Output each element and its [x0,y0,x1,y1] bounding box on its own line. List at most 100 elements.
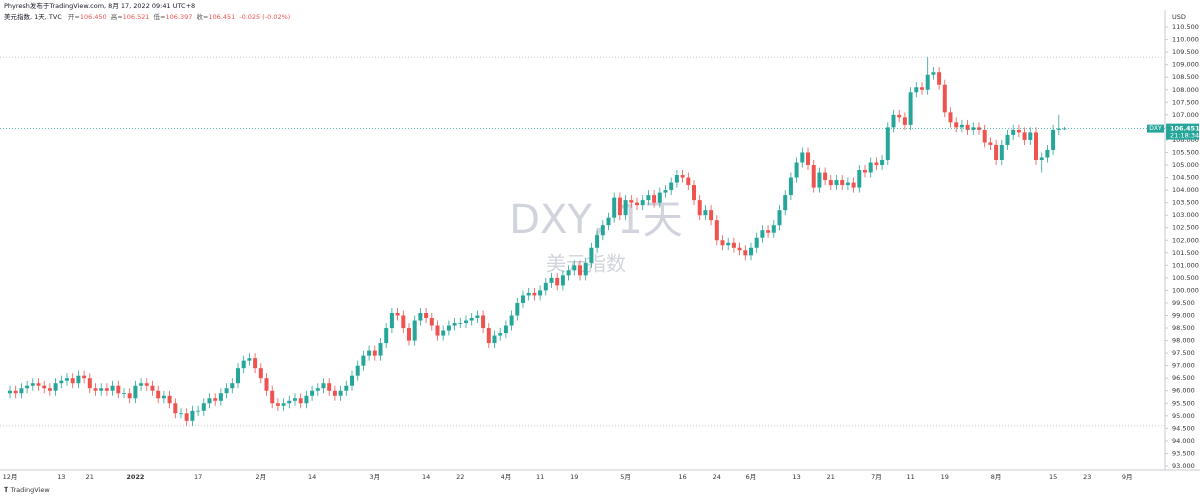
candle-body [908,92,913,125]
candle-body [150,385,155,391]
candle-body [692,185,696,201]
candle-body [942,84,947,113]
candle-body [1028,132,1033,140]
candle [190,405,195,426]
candle [959,119,964,133]
candle [1011,124,1016,140]
candle [196,405,201,416]
candle-body [766,230,771,233]
candle-body [401,315,406,329]
y-tick-label: 106.000 [1172,136,1199,144]
candle [338,385,343,401]
candle-body [709,210,714,221]
candle [372,345,377,361]
candle-body [1045,149,1050,158]
candle-body [224,388,229,394]
candle-body [572,265,577,271]
candle [937,67,942,90]
candle [458,318,463,329]
candle-body [384,328,389,344]
candle [509,310,514,331]
candle [885,122,890,166]
candle-body [954,122,959,128]
candle [1034,127,1038,166]
candle-body [429,318,434,326]
candle [47,383,52,396]
candle-body [321,383,326,389]
y-tick-label: 110.500 [1172,23,1199,31]
candle [1016,124,1021,138]
candle-body [452,323,457,326]
candle [720,235,725,251]
symbol-tag: DXY [1149,125,1162,132]
symbol-line: 美元指数, 1天, TVC 开=106.450 高=106.521 低=106.397… [4,12,290,21]
ohlc-value: 106.450 [80,13,107,21]
candle-body [914,87,919,93]
candle [965,119,970,135]
candle [469,312,474,326]
candle-body [811,165,816,188]
candle-body [726,242,731,246]
candle [954,117,959,133]
candle-body [1039,157,1044,160]
candle [771,220,776,238]
candle [686,172,691,191]
candle-body [76,375,81,384]
candle-body [247,358,252,361]
x-tick-label: 6月 [746,473,757,481]
candle-body [122,393,126,395]
candle [139,378,144,391]
candle [384,323,389,349]
candle-body [424,312,429,319]
candle-body [8,390,12,394]
candle [897,109,902,123]
candle [1022,127,1027,145]
candle [908,87,913,130]
candle [464,315,468,329]
y-tick-label: 97.000 [1172,362,1195,370]
candle [429,312,434,331]
candle [367,345,372,361]
candle [942,79,947,118]
ohlc-label: 开= [68,13,80,21]
y-tick-label: 105.500 [1172,148,1199,156]
candle [538,285,543,301]
candle-body [606,217,611,226]
candle [13,385,18,399]
candle-body [885,127,890,160]
candle-body [47,388,52,391]
candle-body [19,388,24,394]
candle-body [1056,128,1061,130]
candle-body [196,410,201,412]
candle-body [578,265,582,276]
candle [754,232,759,253]
y-tick-label: 103.000 [1172,211,1199,219]
candle-body [823,172,828,181]
candle [931,67,936,80]
candle-body [560,275,565,286]
y-tick-label: 93.500 [1172,449,1195,457]
candle-body [902,117,907,125]
candle-body [874,162,879,166]
x-tick-label: 7月 [871,473,882,481]
candle-body [982,129,987,143]
candle-body [680,175,685,178]
candle [435,320,440,341]
candle [823,167,828,186]
candle [332,385,337,401]
candle [845,177,850,191]
candle [19,383,24,399]
x-tick-label: 19 [570,473,578,481]
candle [99,383,104,396]
candle-body [657,192,662,203]
candle-body [464,320,468,324]
candle-body [720,240,725,246]
candle [560,270,565,291]
candle [999,139,1004,166]
candle-body [173,403,178,414]
ohlc-label: 低= [154,12,166,21]
candle-body [669,182,674,191]
candle [184,408,189,426]
candle-body [327,383,332,391]
